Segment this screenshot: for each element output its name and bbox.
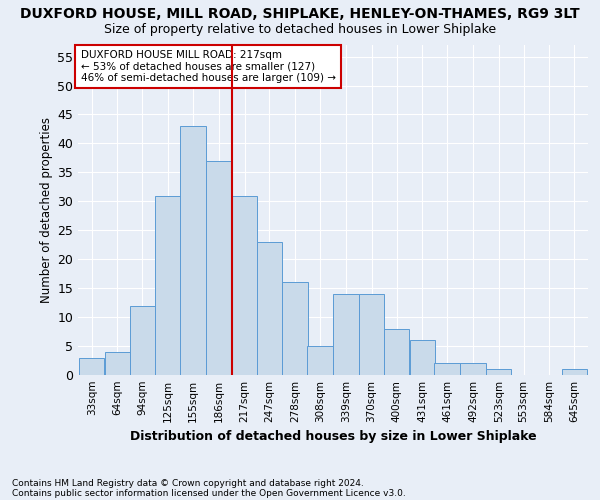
Bar (105, 352, 130, 375)
Bar (307, 346, 333, 375)
Bar (232, 196, 257, 375)
Bar (486, 369, 511, 375)
Text: DUXFORD HOUSE MILL ROAD: 217sqm
← 53% of detached houses are smaller (127)
46% o: DUXFORD HOUSE MILL ROAD: 217sqm ← 53% of… (80, 50, 335, 83)
Text: Contains public sector information licensed under the Open Government Licence v3: Contains public sector information licen… (12, 488, 406, 498)
Bar (562, 369, 587, 375)
Bar (283, 282, 308, 375)
Text: DUXFORD HOUSE, MILL ROAD, SHIPLAKE, HENLEY-ON-THAMES, RG9 3LT: DUXFORD HOUSE, MILL ROAD, SHIPLAKE, HENL… (20, 8, 580, 22)
Bar (257, 242, 282, 375)
X-axis label: Distribution of detached houses by size in Lower Shiplake: Distribution of detached houses by size … (130, 430, 536, 444)
Bar (384, 328, 409, 375)
Text: Contains HM Land Registry data © Crown copyright and database right 2024.: Contains HM Land Registry data © Crown c… (12, 478, 364, 488)
Bar (359, 294, 385, 375)
Bar (460, 364, 486, 375)
Bar (180, 126, 206, 375)
Text: Size of property relative to detached houses in Lower Shiplake: Size of property relative to detached ho… (104, 22, 496, 36)
Y-axis label: Number of detached properties: Number of detached properties (40, 117, 53, 303)
Bar (79, 358, 104, 375)
Bar (333, 294, 359, 375)
Bar (434, 364, 460, 375)
Bar (155, 196, 181, 375)
Bar (206, 161, 232, 375)
Bar (410, 340, 435, 375)
Bar (130, 306, 155, 375)
